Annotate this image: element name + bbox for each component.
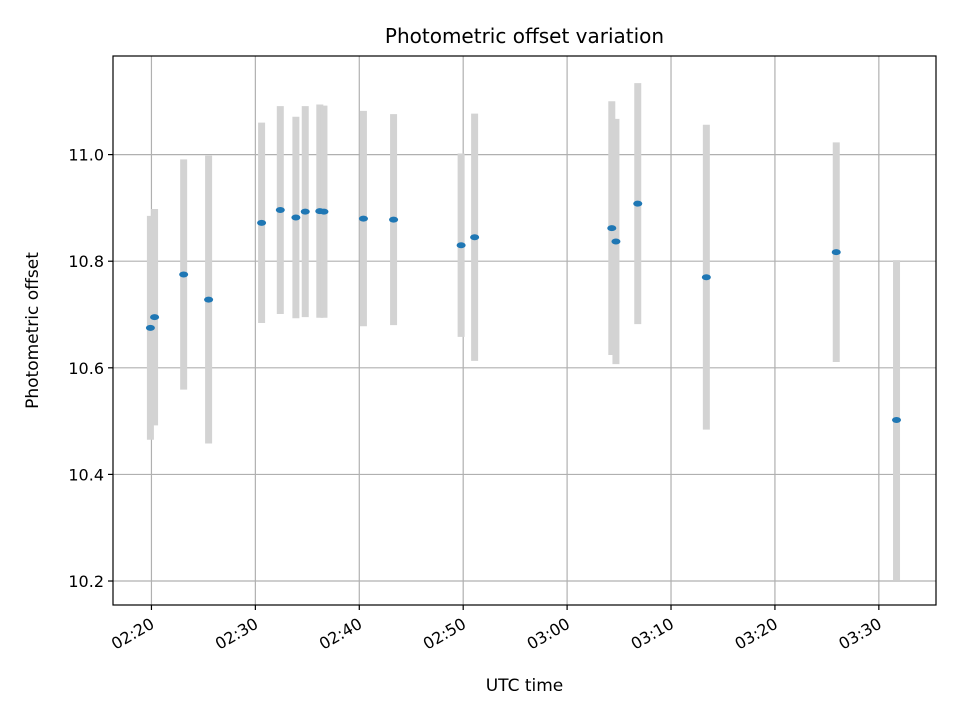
- data-point: [300, 208, 310, 215]
- data-point: [319, 208, 329, 215]
- data-point: [611, 238, 621, 245]
- data-point: [389, 216, 399, 223]
- y-tick-label: 10.4: [68, 465, 104, 484]
- data-point: [607, 225, 617, 232]
- grid-layer: [113, 56, 936, 605]
- y-axis-label: Photometric offset: [23, 252, 43, 409]
- y-tick-label: 10.6: [68, 359, 104, 378]
- data-point: [892, 417, 902, 424]
- data-point: [456, 242, 466, 249]
- data-point: [701, 274, 711, 281]
- y-tick-label: 10.2: [68, 572, 104, 591]
- data-point: [831, 249, 841, 256]
- chart-title: Photometric offset variation: [385, 24, 664, 48]
- data-point: [633, 200, 643, 207]
- y-tick-label: 10.8: [68, 252, 104, 271]
- x-axis-label: UTC time: [486, 676, 564, 696]
- plot-frame: [112, 55, 937, 606]
- data-point: [275, 207, 285, 214]
- data-point: [470, 234, 480, 241]
- y-tick-label: 11.0: [68, 146, 104, 165]
- data-point: [257, 219, 267, 226]
- data-point: [145, 324, 155, 331]
- point-layer: [145, 200, 902, 424]
- data-point: [150, 314, 160, 321]
- data-point: [291, 214, 301, 221]
- data-point: [179, 271, 189, 278]
- data-point: [358, 215, 368, 222]
- data-point: [204, 296, 214, 303]
